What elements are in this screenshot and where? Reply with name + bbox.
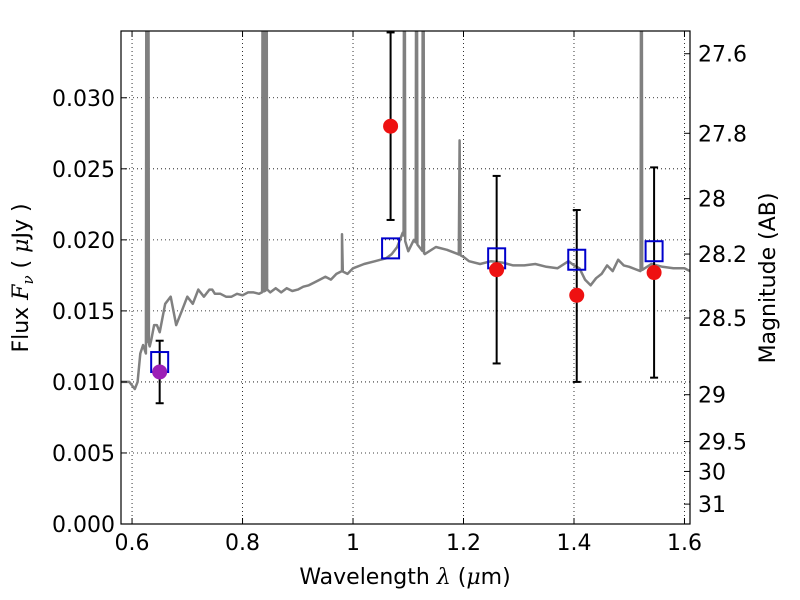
y-tick-label: 0.030: [52, 87, 115, 112]
y2-tick-label: 28: [698, 188, 726, 213]
model-square-marker: [381, 237, 401, 260]
x-tick-label: 1.4: [556, 531, 591, 556]
y2-axis-label: Magnitude (AB): [756, 193, 781, 364]
y-tick-label: 0.010: [52, 371, 115, 396]
observation-point: [489, 262, 505, 278]
x-tick-label: 1.2: [446, 531, 481, 556]
y2-tick-label: 29.5: [698, 431, 747, 456]
x-tick-label: 0.8: [225, 531, 260, 556]
y-tick-label: 0.015: [52, 300, 115, 325]
spectrum-line: [121, 31, 690, 391]
markers-layer: [150, 118, 664, 380]
y2-tick-label: 27.8: [698, 122, 747, 147]
x-tick-label: 1.6: [667, 531, 702, 556]
spectrum-series: [121, 31, 690, 391]
x-axis-label: Wavelength λ (μm): [299, 565, 510, 590]
y-tick-label: 0.020: [52, 229, 115, 254]
y-tick-label: 0.025: [52, 158, 115, 183]
y-tick-label: 0.005: [52, 442, 115, 467]
axis-ticks: 0.6 0.8 1 1.2 1.4 1.6 0.000 0.005 0.010 0.015 0.02…: [52, 31, 747, 556]
x-tick-label: 0.6: [115, 531, 150, 556]
y2-tick-label: 29: [698, 384, 726, 409]
y2-tick-label: 31: [698, 493, 726, 518]
y2-tick-label: 30: [698, 460, 726, 485]
observation-point: [383, 118, 399, 134]
y-tick-label: 0.000: [52, 513, 115, 538]
observation-point: [569, 287, 585, 303]
y-axis-label: Flux Fν ( μJy ): [9, 203, 37, 352]
x-tick-label: 1: [346, 531, 360, 556]
model-square-marker: [644, 240, 664, 263]
observation-point: [152, 364, 168, 380]
y2-tick-label: 28.5: [698, 307, 747, 332]
plot-frame: [120, 30, 691, 525]
model-square-marker: [567, 248, 587, 271]
observation-point: [646, 265, 662, 281]
y2-tick-label: 27.6: [698, 43, 747, 68]
y2-tick-label: 28.2: [698, 243, 747, 268]
